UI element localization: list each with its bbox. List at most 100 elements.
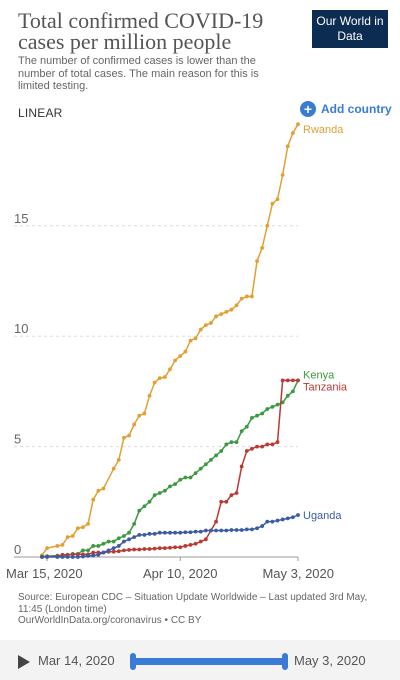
data-point (234, 440, 239, 445)
data-point (188, 530, 193, 535)
data-point (168, 530, 172, 535)
data-point (214, 314, 218, 319)
data-point (40, 555, 44, 559)
x-tick-label: Mar 15, 2020 (6, 566, 83, 581)
data-point (127, 433, 131, 438)
data-point (142, 533, 147, 537)
data-point (152, 531, 157, 536)
data-point (260, 524, 265, 528)
data-point (260, 245, 265, 250)
data-point (183, 544, 188, 548)
data-point (116, 457, 121, 462)
data-point (203, 537, 208, 542)
data-point (122, 435, 126, 440)
data-point (137, 547, 142, 552)
data-point (209, 321, 213, 325)
data-point (152, 546, 157, 551)
data-point (224, 528, 229, 533)
data-point (198, 539, 203, 544)
data-point (244, 424, 249, 429)
data-point (280, 400, 285, 405)
data-point (91, 544, 96, 548)
data-point (224, 309, 229, 314)
data-point (255, 444, 259, 449)
series-label: Uganda (303, 510, 342, 522)
scale-toggle[interactable]: LINEAR (18, 106, 63, 120)
data-point (244, 449, 249, 453)
owid-logo[interactable]: Our World in Data (312, 10, 388, 48)
play-icon[interactable] (18, 655, 30, 669)
data-point (178, 545, 183, 550)
data-point (173, 545, 178, 550)
series-line-uganda (42, 514, 299, 558)
data-point (193, 471, 198, 475)
data-point (265, 223, 270, 228)
data-point (75, 552, 80, 557)
data-point (45, 555, 50, 559)
data-point (250, 446, 254, 451)
data-point (255, 259, 259, 264)
data-point (147, 531, 152, 536)
timeline-start-handle[interactable] (130, 653, 136, 670)
data-point (229, 307, 234, 312)
data-point (173, 358, 178, 363)
data-point (162, 488, 167, 493)
data-point (75, 555, 80, 559)
data-point (193, 336, 198, 341)
data-point (157, 491, 162, 495)
data-point (162, 375, 167, 379)
add-country-button[interactable]: + Add country (300, 101, 392, 117)
add-country-label: Add country (321, 102, 392, 116)
y-tick-label: 10 (14, 321, 28, 336)
data-point (285, 393, 290, 398)
data-point (198, 529, 203, 534)
data-point (116, 544, 121, 548)
data-point (60, 555, 65, 559)
data-point (157, 530, 162, 535)
chart-title: Total confirmed COVID-19 cases per milli… (18, 8, 264, 54)
data-point (137, 533, 142, 537)
source-note: Source: European CDC – Situation Update … (18, 592, 378, 627)
data-point (234, 491, 239, 495)
data-point (214, 519, 218, 524)
data-point (275, 440, 280, 445)
data-point (239, 528, 244, 532)
data-point (270, 201, 275, 206)
data-point (157, 376, 162, 381)
data-point (173, 530, 178, 535)
data-point (285, 144, 290, 149)
data-point (260, 444, 265, 449)
data-point (285, 378, 290, 383)
data-point (70, 552, 75, 557)
data-point (132, 422, 137, 427)
data-point (86, 553, 90, 558)
data-point (70, 555, 75, 559)
data-point (239, 296, 244, 301)
data-point (234, 303, 239, 308)
data-point (270, 404, 275, 409)
data-point (209, 528, 213, 533)
data-point (188, 542, 193, 547)
series-line-rwanda (41, 123, 299, 556)
data-point (198, 327, 203, 332)
chart-subtitle: The number of confirmed cases is lower t… (18, 55, 259, 92)
data-point (188, 475, 193, 480)
timeline-range-track[interactable] (133, 658, 285, 665)
data-point (296, 378, 300, 383)
data-point (86, 521, 90, 526)
data-point (290, 378, 295, 383)
data-point (209, 457, 213, 462)
data-point (260, 411, 265, 416)
source-text: Source: European CDC – Situation Update … (18, 592, 368, 615)
data-point (250, 415, 254, 420)
timeline-end-handle[interactable] (282, 653, 288, 670)
data-point (60, 542, 65, 547)
data-point (183, 530, 188, 535)
data-point (168, 545, 172, 550)
data-point (250, 527, 254, 532)
data-point (290, 515, 295, 520)
data-point (214, 528, 218, 533)
data-point (65, 535, 70, 540)
data-point (193, 541, 198, 546)
data-point (111, 539, 116, 544)
